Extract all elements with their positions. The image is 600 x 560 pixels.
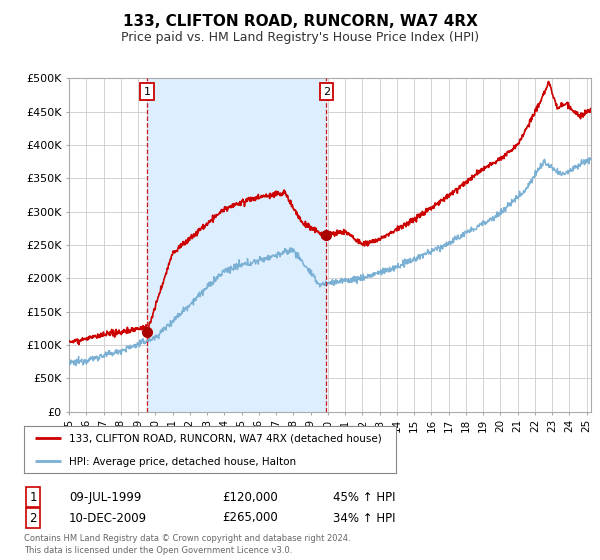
- Text: HPI: Average price, detached house, Halton: HPI: Average price, detached house, Halt…: [68, 457, 296, 467]
- Text: 133, CLIFTON ROAD, RUNCORN, WA7 4RX: 133, CLIFTON ROAD, RUNCORN, WA7 4RX: [122, 14, 478, 29]
- Bar: [147, 78, 326, 412]
- Text: 09-JUL-1999: 09-JUL-1999: [69, 491, 142, 504]
- Text: Contains HM Land Registry data © Crown copyright and database right 2024.
This d: Contains HM Land Registry data © Crown c…: [24, 534, 350, 555]
- Text: 34% ↑ HPI: 34% ↑ HPI: [333, 511, 395, 525]
- Text: 2: 2: [29, 511, 37, 525]
- Text: 1: 1: [29, 491, 37, 504]
- Text: 45% ↑ HPI: 45% ↑ HPI: [333, 491, 395, 504]
- Text: £265,000: £265,000: [222, 511, 278, 525]
- Text: 133, CLIFTON ROAD, RUNCORN, WA7 4RX (detached house): 133, CLIFTON ROAD, RUNCORN, WA7 4RX (det…: [68, 434, 382, 444]
- Text: 10-DEC-2009: 10-DEC-2009: [69, 511, 147, 525]
- Text: Price paid vs. HM Land Registry's House Price Index (HPI): Price paid vs. HM Land Registry's House …: [121, 31, 479, 44]
- Text: 1: 1: [143, 87, 151, 97]
- Text: 2: 2: [323, 87, 330, 97]
- Text: £120,000: £120,000: [222, 491, 278, 504]
